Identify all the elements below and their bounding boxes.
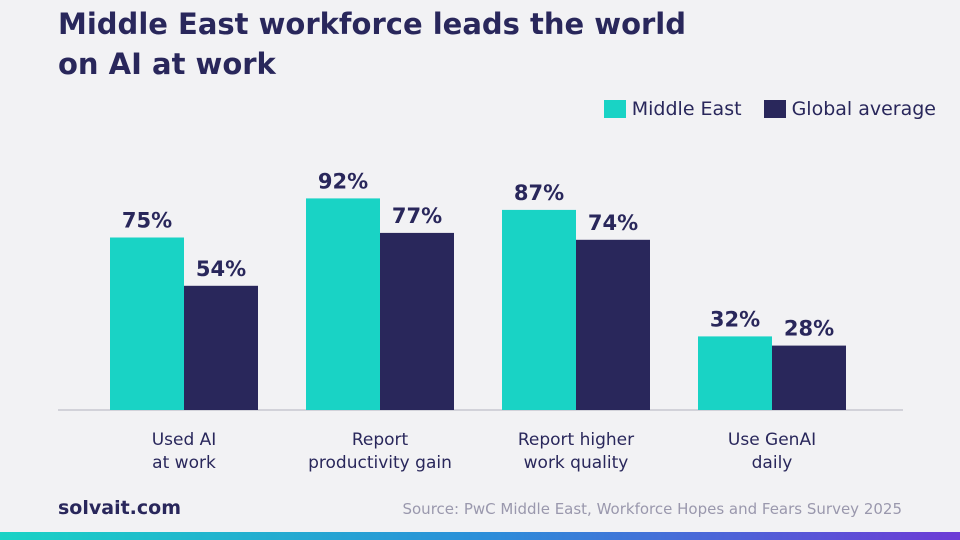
category-label-2-line-2: productivity gain [308,453,452,473]
legend-label-middle-east: Middle East [631,98,742,120]
data-label-global-average-4: 28% [784,317,834,341]
source-note: Source: PwC Middle East, Workforce Hopes… [402,500,902,518]
chart-title: Middle East workforce leads the world on… [58,4,758,84]
bar-global-average-3 [576,239,650,410]
legend-swatch-middle-east [603,100,626,118]
bar-middle-east-2 [306,198,380,410]
category-label-2-line-1: Report [352,430,409,450]
chart-title-line-1: Middle East workforce leads the world [58,7,687,41]
data-label-middle-east-2: 92% [318,169,368,193]
data-label-global-average-1: 54% [196,257,246,281]
chart-title-line-2: on AI at work [58,47,276,81]
category-label-4-line-1: Use GenAI [728,430,816,450]
brand-link[interactable]: solvait.com [58,497,182,519]
bar-middle-east-4 [698,336,772,410]
category-label-3-line-1: Report higher [518,430,634,450]
bar-middle-east-1 [110,237,184,410]
legend-item-global-average: Global average [763,98,936,120]
chart-legend: Middle East Global average [582,96,936,122]
data-label-global-average-2: 77% [392,204,442,228]
data-label-global-average-3: 74% [588,211,638,235]
category-label-3-line-2: work quality [524,453,629,473]
category-label-1-line-1: Used AI [152,430,217,450]
legend-item-middle-east: Middle East [603,98,742,120]
bar-global-average-4 [772,345,846,410]
bar-global-average-2 [380,232,454,410]
data-label-middle-east-3: 87% [514,181,564,205]
data-label-middle-east-4: 32% [710,307,760,331]
bottom-accent-band [0,532,960,540]
legend-swatch-global-average [763,100,786,118]
bar-global-average-1 [184,285,258,410]
data-label-middle-east-1: 75% [122,209,172,233]
legend-label-global-average: Global average [791,98,936,120]
category-label-4-line-2: daily [752,453,793,473]
bar-middle-east-3 [502,209,576,410]
category-label-1-line-2: at work [152,453,216,473]
